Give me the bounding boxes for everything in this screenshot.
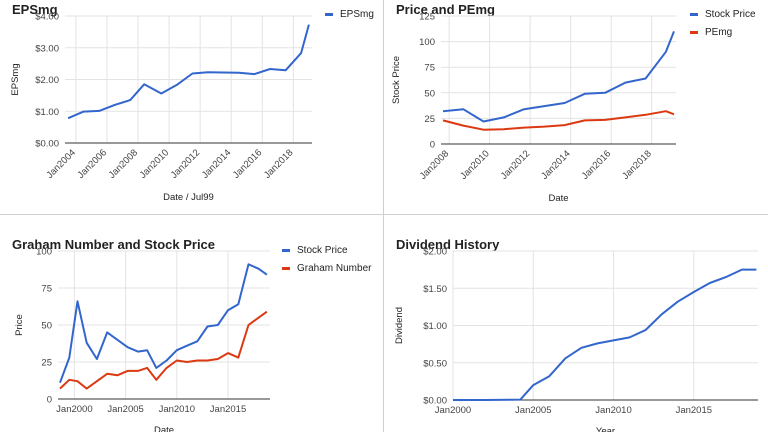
pricepe-legend-swatch bbox=[690, 31, 698, 34]
pricepe-legend-label: Stock Price bbox=[705, 9, 756, 20]
chart-panel-graham: Graham Number and Stock Price 0 25 50 75 100 J… bbox=[0, 215, 383, 432]
eps-chart: EPSmg$0.00$1.00$2.00$3.00$4.00Jan2004Jan… bbox=[10, 2, 374, 203]
dividend-title: Dividend History bbox=[396, 237, 500, 252]
eps-x-tick-label: Jan2014 bbox=[200, 147, 234, 181]
chart-panel-eps: EPSmg $0.00 $1.00 $2.00 $3.00 $4.00 Jan2004 Jan… bbox=[0, 0, 383, 214]
pricepe-y-tick-label: 75 bbox=[424, 63, 435, 74]
dividend-y-tick-label: $1.50 bbox=[423, 284, 447, 295]
graham-chart: Graham Number and Stock Price 0 25 50 75 100 J… bbox=[12, 237, 372, 432]
eps-x-tick-label: Jan2004 bbox=[44, 147, 78, 181]
dividend-y-tick-label: $1.00 bbox=[423, 321, 447, 332]
eps-y-axis-label: EPSmg bbox=[10, 63, 21, 95]
dividend-y-tick-label: $2.00 bbox=[423, 247, 447, 258]
eps-legend-swatch bbox=[325, 13, 333, 16]
eps-x-tick-label: Jan2016 bbox=[231, 147, 265, 181]
pricepe-title: Price and PEmg bbox=[396, 2, 495, 17]
eps-y-tick-label: $3.00 bbox=[35, 43, 59, 54]
pricepe-series-line-1 bbox=[442, 31, 675, 123]
dividend-x-axis-label: Year bbox=[596, 426, 615, 432]
graham-y-axis-label: Price bbox=[14, 314, 25, 336]
chart-panel-price-pe: Price and PEmg 0 25 50 75 100 125 Jan2008 Jan201… bbox=[384, 0, 768, 214]
eps-x-axis-label: Date / Jul99 bbox=[163, 192, 214, 203]
dividend-series-line-1 bbox=[453, 268, 757, 401]
chart-panel-dividend: Dividend History $0.00 $0.50 $1.00 $1.50 $2.0… bbox=[384, 215, 768, 432]
graham-y-tick-label: 0 bbox=[47, 395, 52, 406]
eps-title: EPSmg bbox=[12, 2, 58, 17]
graham-x-axis-label: Date bbox=[154, 425, 174, 432]
pricepe-y-tick-label: 25 bbox=[424, 114, 435, 125]
eps-series-line-1 bbox=[67, 24, 310, 120]
graham-y-tick-label: 100 bbox=[36, 247, 52, 258]
panel-divider-horizontal bbox=[0, 214, 768, 215]
graham-y-tick-label: 50 bbox=[41, 321, 52, 332]
eps-y-tick-label: $4.00 bbox=[35, 12, 59, 23]
graham-x-tick-label: Jan2015 bbox=[210, 404, 246, 415]
graham-y-tick-label: 75 bbox=[41, 284, 52, 295]
eps-y-tick-label: $2.00 bbox=[35, 75, 59, 86]
pricepe-x-tick-label: Jan2010 bbox=[458, 148, 492, 182]
dividend-chart: Dividend History $0.00 $0.50 $1.00 $1.50 $2.0… bbox=[394, 237, 758, 432]
dividend-x-tick-label: Jan2010 bbox=[595, 405, 631, 416]
graham-x-tick-label: Jan2010 bbox=[159, 404, 195, 415]
panel-divider-vertical bbox=[383, 0, 384, 432]
graham-series-line-1 bbox=[59, 263, 268, 384]
graham-legend-swatch bbox=[282, 267, 290, 270]
eps-x-tick-label: Jan2010 bbox=[138, 147, 172, 181]
graham-legend-label: Graham Number bbox=[297, 263, 372, 274]
eps-x-tick-label: Jan2006 bbox=[76, 147, 110, 181]
pricepe-x-tick-label: Jan2014 bbox=[539, 148, 573, 182]
pricepe-series-line-2 bbox=[442, 110, 675, 131]
graham-series-line-2 bbox=[59, 310, 268, 390]
pricepe-x-tick-label: Jan2016 bbox=[580, 148, 614, 182]
eps-x-tick-label: Jan2018 bbox=[262, 147, 296, 181]
graham-title: Graham Number and Stock Price bbox=[12, 237, 215, 252]
pricepe-x-tick-label: Jan2018 bbox=[620, 148, 654, 182]
graham-legend-swatch bbox=[282, 249, 290, 252]
dividend-y-axis-label: Dividend bbox=[394, 307, 405, 344]
pricepe-y-tick-label: 100 bbox=[419, 37, 435, 48]
eps-y-tick-label: $1.00 bbox=[35, 107, 59, 118]
eps-legend-label: EPSmg bbox=[340, 9, 374, 20]
eps-y-tick-label: $0.00 bbox=[35, 139, 59, 150]
pricepe-y-tick-label: 125 bbox=[419, 12, 435, 23]
graham-x-tick-label: Jan2000 bbox=[56, 404, 92, 415]
eps-x-tick-label: Jan2012 bbox=[169, 147, 203, 181]
graham-legend-label: Stock Price bbox=[297, 245, 348, 256]
graham-x-tick-label: Jan2005 bbox=[107, 404, 143, 415]
pricepe-y-tick-label: 0 bbox=[430, 140, 435, 151]
graham-y-tick-label: 25 bbox=[41, 358, 52, 369]
dividend-x-tick-label: Jan2015 bbox=[676, 405, 712, 416]
pricepe-legend-swatch bbox=[690, 13, 698, 16]
eps-x-tick-label: Jan2008 bbox=[107, 147, 141, 181]
dividend-x-tick-label: Jan2000 bbox=[435, 405, 471, 416]
pricepe-x-tick-label: Jan2008 bbox=[418, 148, 452, 182]
pricepe-x-tick-label: Jan2012 bbox=[499, 148, 533, 182]
dividend-y-tick-label: $0.00 bbox=[423, 396, 447, 407]
pricepe-y-axis-label: Stock Price bbox=[391, 56, 402, 104]
dividend-y-tick-label: $0.50 bbox=[423, 358, 447, 369]
pricepe-legend-label: PEmg bbox=[705, 27, 732, 38]
pricepe-y-tick-label: 50 bbox=[424, 88, 435, 99]
pricepe-x-axis-label: Date bbox=[548, 193, 568, 204]
dividend-x-tick-label: Jan2005 bbox=[515, 405, 551, 416]
